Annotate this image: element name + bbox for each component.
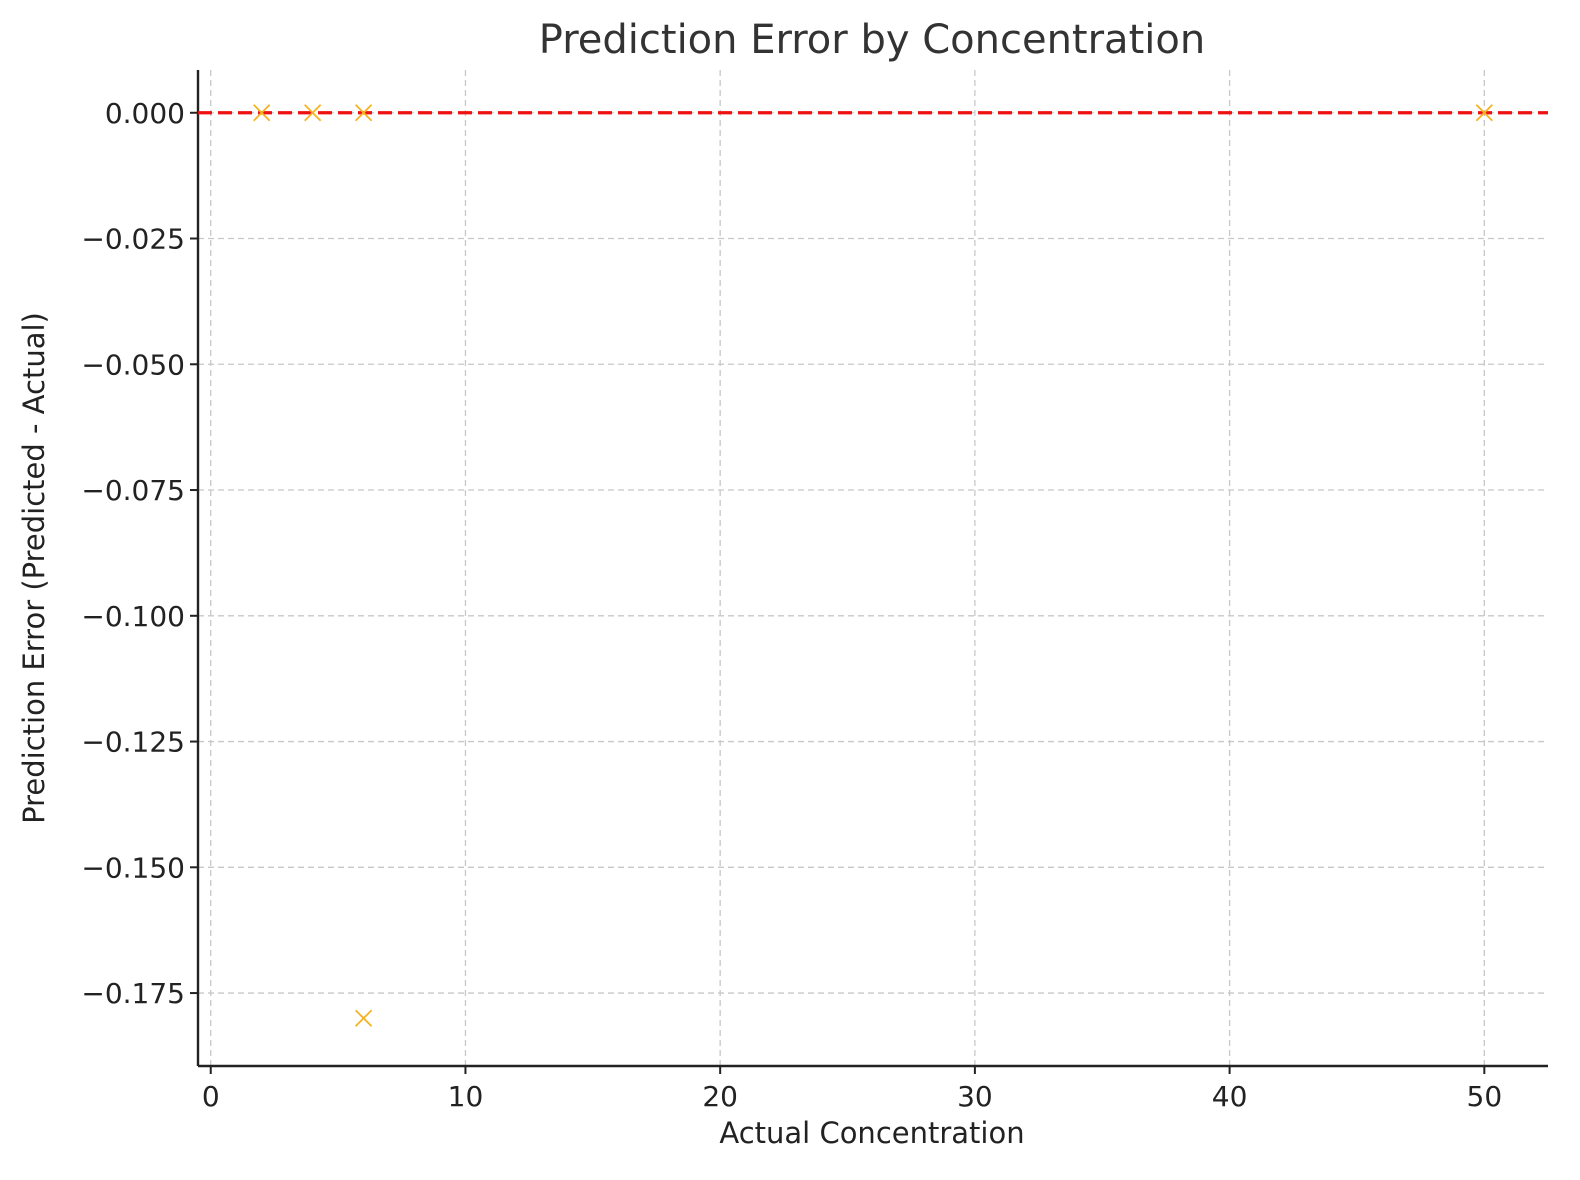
y-tick-label-1: −0.025 bbox=[81, 223, 185, 256]
y-tick-label-3: −0.075 bbox=[81, 474, 185, 507]
x-tick-label-2: 20 bbox=[702, 1080, 738, 1113]
data-point-1 bbox=[303, 104, 322, 122]
ticks: 0 10 20 30 40 50 0.000 −0.025 −0.050 −0.075 −0.100… bbox=[81, 97, 1502, 1113]
x-axis-label: Actual Concentration bbox=[719, 1116, 1024, 1150]
axes-spines bbox=[196, 70, 1548, 1068]
y-tick-label-2: −0.050 bbox=[81, 348, 185, 381]
x-tick-label-0: 0 bbox=[202, 1080, 220, 1113]
y-tick-label-6: −0.150 bbox=[81, 851, 185, 884]
x-tick-label-5: 50 bbox=[1467, 1080, 1503, 1113]
data-point-4 bbox=[354, 1009, 373, 1027]
y-tick-label-7: −0.175 bbox=[81, 977, 185, 1010]
data-point-0 bbox=[253, 104, 271, 122]
chart-title: Prediction Error by Concentration bbox=[539, 17, 1205, 63]
data-point-2 bbox=[354, 104, 373, 122]
y-tick-label-0: 0.000 bbox=[105, 97, 185, 130]
scatter-points bbox=[253, 104, 1493, 1027]
x-tick-label-4: 40 bbox=[1212, 1080, 1248, 1113]
x-tick-label-3: 30 bbox=[957, 1080, 993, 1113]
y-tick-label-4: −0.100 bbox=[81, 600, 185, 633]
grid bbox=[198, 70, 1548, 1066]
y-tick-label-5: −0.125 bbox=[81, 726, 185, 759]
data-point-3 bbox=[1475, 104, 1493, 122]
y-axis-label: Prediction Error (Predicted - Actual) bbox=[17, 312, 51, 824]
x-tick-label-1: 10 bbox=[448, 1080, 484, 1113]
